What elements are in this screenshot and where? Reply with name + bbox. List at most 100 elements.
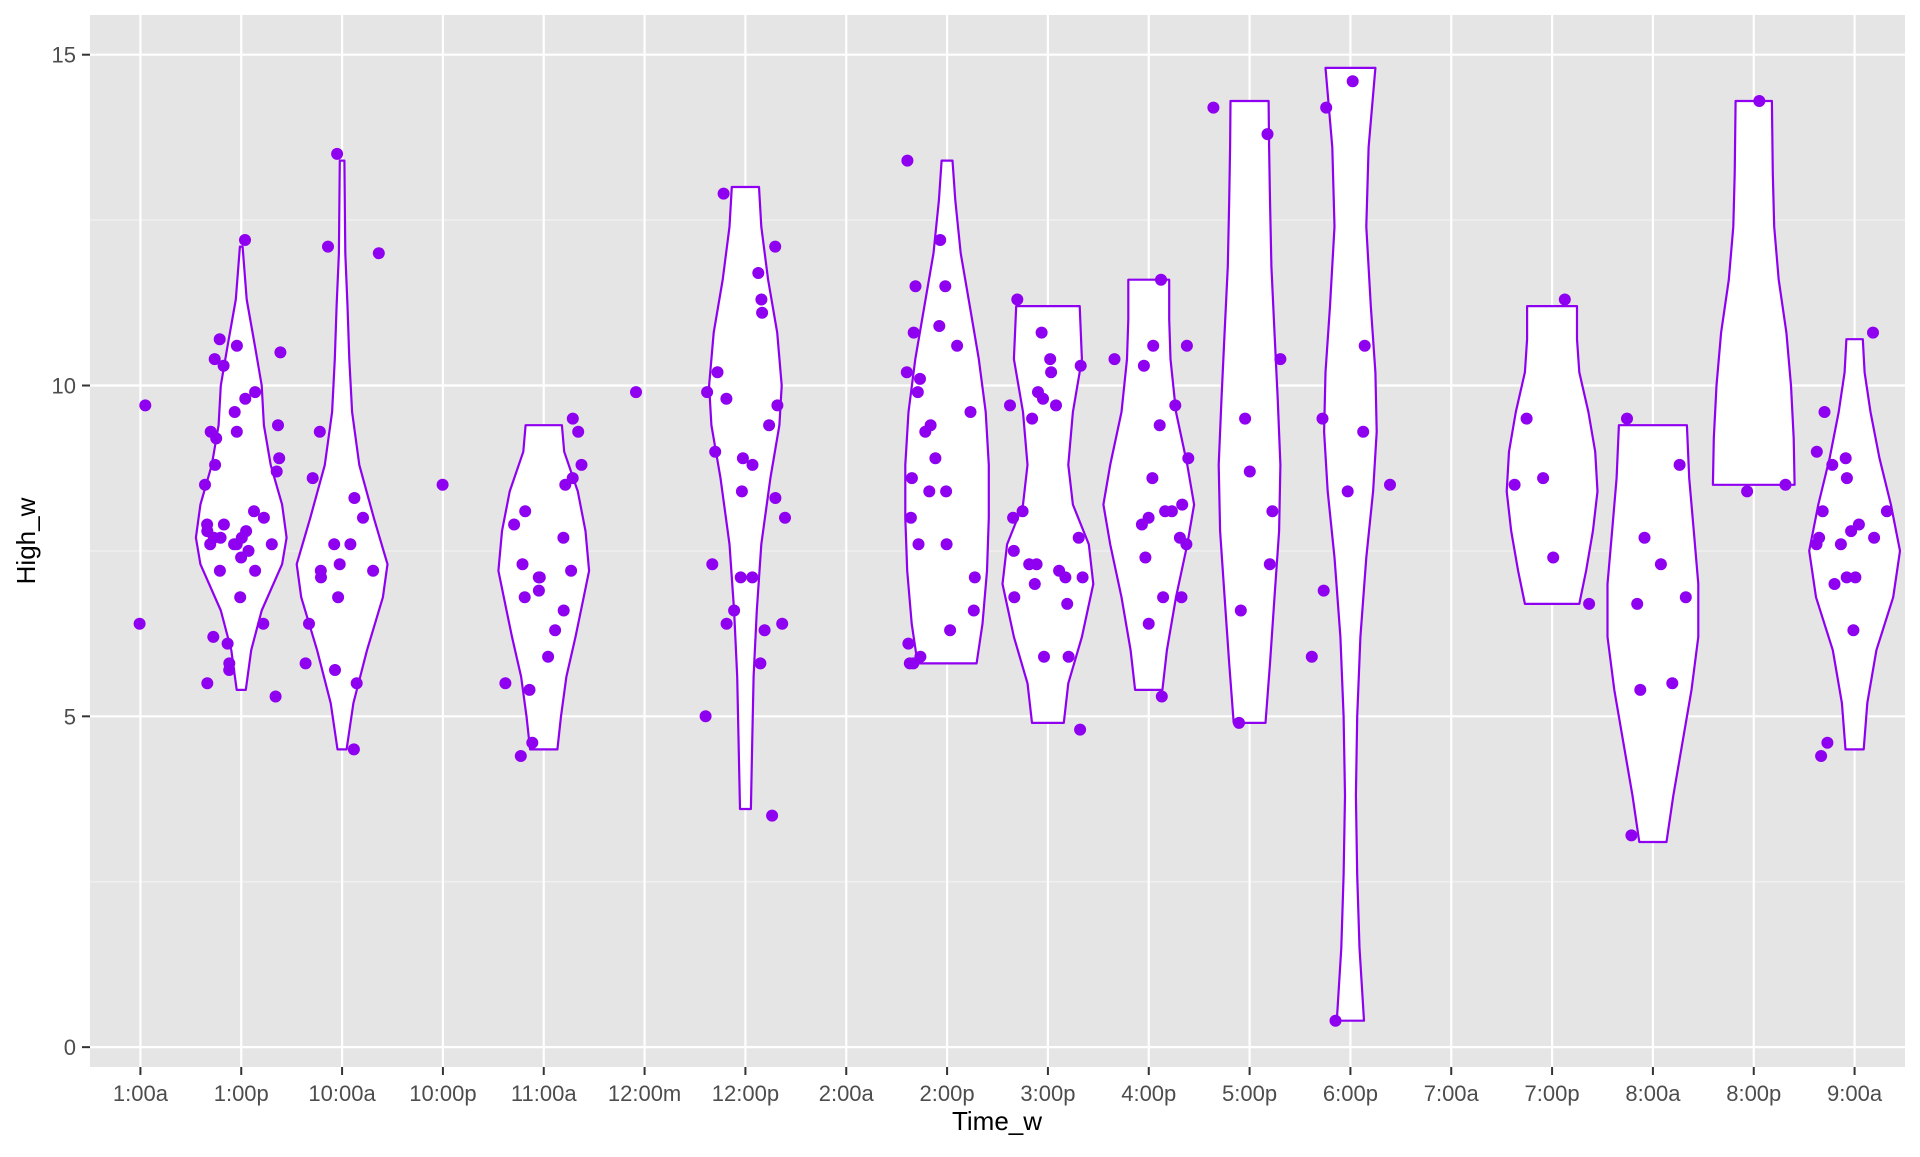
data-point: [1818, 406, 1831, 418]
data-point: [1045, 366, 1058, 379]
violin-3:00p: [1001, 305, 1095, 724]
data-point: [752, 267, 765, 279]
data-point: [1679, 591, 1692, 604]
data-point: [1108, 353, 1121, 366]
data-point: [1317, 584, 1330, 597]
data-point: [1666, 677, 1679, 690]
data-point: [228, 406, 241, 418]
data-point: [207, 630, 220, 643]
violin-8:00p: [1711, 99, 1796, 486]
data-point: [940, 485, 953, 498]
data-point: [557, 604, 570, 617]
data-point: [914, 372, 926, 385]
data-point: [1146, 472, 1159, 485]
data-point: [967, 604, 980, 617]
data-point: [1634, 683, 1647, 696]
data-point: [1341, 485, 1354, 498]
data-point: [1834, 538, 1847, 551]
data-point: [1320, 101, 1333, 114]
data-point: [929, 452, 942, 465]
data-point: [234, 591, 247, 604]
axes: 0 5 10 15 1:00a 1:00p 10:00a 10:00p 11:00a 12:00m…: [52, 43, 1883, 1106]
data-point: [549, 624, 562, 637]
data-point: [1076, 571, 1089, 584]
data-point: [934, 234, 947, 246]
data-point: [1631, 597, 1644, 610]
data-point: [1266, 505, 1279, 518]
data-point: [1828, 578, 1841, 590]
data-point: [1316, 412, 1329, 425]
y-tick-label: 0: [64, 1035, 76, 1060]
data-point: [1182, 452, 1195, 465]
data-point: [532, 584, 545, 597]
data-point: [199, 478, 211, 491]
data-point: [1621, 412, 1633, 425]
data-point: [1072, 531, 1085, 544]
data-point: [201, 677, 214, 690]
data-point: [1074, 359, 1087, 372]
data-point: [322, 240, 334, 253]
data-point: [566, 412, 579, 425]
data-point: [1139, 551, 1152, 564]
x-tick-label: 3:00p: [1020, 1081, 1075, 1106]
data-point: [249, 386, 262, 399]
data-point: [357, 511, 369, 524]
data-point: [1867, 326, 1879, 339]
data-point: [1239, 412, 1252, 425]
data-point: [217, 359, 230, 372]
data-point: [1845, 525, 1858, 538]
data-point: [746, 571, 759, 584]
data-point: [273, 452, 286, 465]
data-point: [711, 366, 724, 379]
data-point: [223, 664, 236, 676]
data-point: [526, 736, 539, 749]
data-point: [1558, 293, 1571, 306]
data-point: [269, 690, 282, 703]
data-point: [265, 538, 278, 551]
data-point: [1074, 723, 1087, 736]
data-point: [213, 333, 226, 346]
data-point: [1007, 511, 1020, 524]
violin-2:00p: [904, 159, 990, 665]
data-point: [249, 564, 262, 577]
data-point: [746, 458, 759, 471]
data-point: [701, 386, 714, 399]
data-point: [209, 458, 222, 471]
data-point: [924, 419, 937, 432]
data-point: [303, 617, 315, 630]
data-point: [1038, 650, 1050, 663]
data-point: [1207, 101, 1220, 114]
data-point: [306, 472, 319, 485]
data-point: [902, 637, 915, 650]
data-point: [575, 458, 588, 471]
y-tick-label: 15: [52, 43, 76, 68]
data-point: [1263, 558, 1276, 571]
data-point: [367, 564, 380, 577]
data-point: [257, 511, 270, 524]
x-tick-label: 7:00a: [1424, 1081, 1480, 1106]
data-point: [1035, 326, 1048, 339]
data-point: [1357, 425, 1370, 438]
data-point: [1840, 571, 1853, 584]
data-point: [208, 353, 221, 366]
violin-7:00p: [1505, 305, 1599, 605]
x-tick-label: 1:00p: [214, 1081, 269, 1106]
data-point: [912, 538, 925, 551]
data-point: [1839, 452, 1852, 465]
data-point: [1847, 624, 1860, 637]
data-point: [720, 392, 733, 405]
data-point: [1753, 95, 1766, 107]
violin-10:00a: [295, 159, 389, 751]
data-point: [907, 326, 920, 339]
data-point: [314, 564, 327, 577]
data-point: [1654, 558, 1667, 571]
data-point: [911, 386, 924, 399]
data-point: [1849, 571, 1862, 584]
data-point: [1741, 485, 1754, 498]
data-point: [901, 154, 914, 167]
data-point: [944, 624, 957, 637]
x-axis-title: Time_w: [952, 1106, 1042, 1136]
data-point: [717, 187, 730, 200]
data-point: [1153, 419, 1166, 432]
data-point: [1520, 412, 1533, 425]
